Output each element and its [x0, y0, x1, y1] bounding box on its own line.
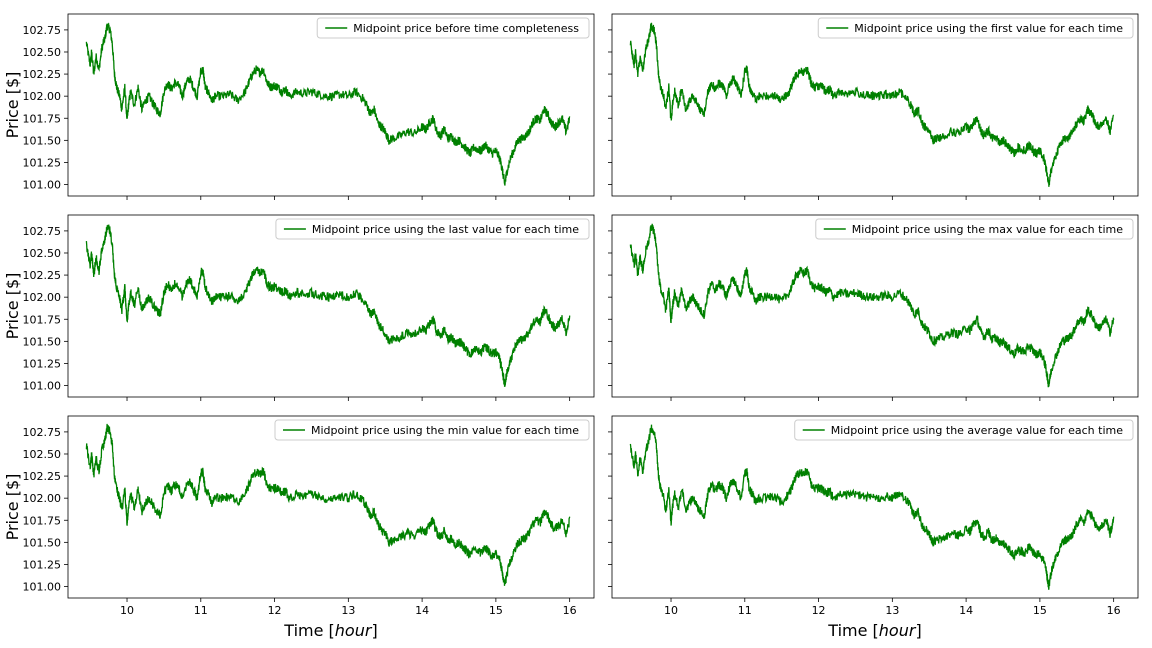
axes-frame: [611, 214, 1139, 398]
y-tick-label: 102.50: [23, 247, 62, 260]
series-line: [85, 224, 571, 388]
series-line: [629, 223, 1115, 388]
x-tick-label: 13: [885, 604, 899, 617]
series-line: [85, 423, 571, 586]
axes-frame: [611, 415, 1139, 599]
y-tick-label: 102.00: [23, 291, 62, 304]
x-tick-label: 10: [120, 604, 134, 617]
x-tick-label: 10: [664, 604, 678, 617]
subplot-2-0: 101.00 101.25 101.50 101.75 102.00 102.25 102.…: [3, 415, 595, 640]
y-tick-label: 102.50: [23, 46, 62, 59]
y-tick-label: 102.75: [23, 426, 62, 439]
legend-label: Midpoint price using the min value for e…: [311, 424, 579, 437]
x-tick-label: 14: [959, 604, 973, 617]
y-tick-label: 101.50: [23, 335, 62, 348]
subplot-0-1: Midpoint price using the first value for…: [608, 13, 1139, 200]
subplot-1-1: Midpoint price using the max value for e…: [608, 214, 1139, 401]
axes-frame: [67, 415, 595, 599]
x-tick-label: 16: [563, 604, 577, 617]
y-tick-label: 102.25: [23, 470, 62, 483]
axes-frame: [67, 214, 595, 398]
series-line: [629, 22, 1115, 187]
y-tick-label: 101.50: [23, 134, 62, 147]
x-tick-label: 16: [1107, 604, 1121, 617]
y-tick-label: 101.75: [23, 112, 62, 125]
legend-label: Midpoint price using the first value for…: [854, 22, 1123, 35]
legend: Midpoint price using the max value for e…: [815, 218, 1134, 240]
legend: Midpoint price before time completeness: [316, 17, 590, 39]
y-tick-label: 101.00: [23, 380, 62, 393]
y-tick-label: 101.50: [23, 536, 62, 549]
axes-frame: [67, 13, 595, 197]
y-tick-label: 102.50: [23, 448, 62, 461]
y-tick-label: 101.25: [23, 156, 62, 169]
y-tick-label: 101.75: [23, 313, 62, 326]
x-tick-label: 11: [194, 604, 208, 617]
y-tick-label: 101.25: [23, 357, 62, 370]
y-tick-label: 102.00: [23, 90, 62, 103]
x-tick-label: 14: [415, 604, 429, 617]
y-tick-label: 101.00: [23, 581, 62, 594]
y-tick-label: 102.75: [23, 225, 62, 238]
x-axis-title: Time [hour]: [827, 621, 921, 640]
x-tick-label: 15: [489, 604, 503, 617]
subplot-1-0: 101.00 101.25 101.50 101.75 102.00 102.25 102.…: [3, 214, 595, 401]
legend-box: [815, 218, 1134, 240]
y-tick-label: 101.75: [23, 514, 62, 527]
legend-box: [794, 419, 1134, 441]
y-axis-title: Price [$]: [3, 72, 22, 139]
legend-box: [316, 17, 590, 39]
legend: Midpoint price using the first value for…: [817, 17, 1134, 39]
legend: Midpoint price using the average value f…: [794, 419, 1134, 441]
series-line: [629, 424, 1115, 590]
legend: Midpoint price using the last value for …: [275, 218, 590, 240]
x-axis-title: Time [hour]: [283, 621, 377, 640]
legend-label: Midpoint price before time completeness: [353, 22, 579, 35]
y-tick-label: 102.25: [23, 68, 62, 81]
y-axis-title: Price [$]: [3, 273, 22, 340]
legend-label: Midpoint price using the average value f…: [831, 424, 1124, 437]
legend-label: Midpoint price using the last value for …: [312, 223, 579, 236]
x-tick-label: 12: [268, 604, 282, 617]
x-tick-label: 15: [1033, 604, 1047, 617]
axes-frame: [611, 13, 1139, 197]
legend-box: [817, 17, 1134, 39]
subplot-2-1: 10 11 12 13 14 15 16 Midpoint price using the a…: [608, 415, 1139, 640]
y-tick-label: 101.25: [23, 558, 62, 571]
x-tick-label: 12: [812, 604, 826, 617]
y-tick-label: 102.75: [23, 24, 62, 37]
y-tick-label: 101.00: [23, 179, 62, 192]
x-tick-label: 11: [738, 604, 752, 617]
legend: Midpoint price using the min value for e…: [274, 419, 590, 441]
legend-box: [275, 218, 590, 240]
y-axis-title: Price [$]: [3, 474, 22, 541]
y-tick-label: 102.25: [23, 269, 62, 282]
series-line: [85, 22, 571, 186]
subplot-0-0: 101.00 101.25 101.50 101.75 102.00 102.25 102.…: [3, 13, 595, 200]
legend-box: [274, 419, 590, 441]
x-tick-label: 13: [341, 604, 355, 617]
legend-label: Midpoint price using the max value for e…: [852, 223, 1123, 236]
y-tick-label: 102.00: [23, 492, 62, 505]
